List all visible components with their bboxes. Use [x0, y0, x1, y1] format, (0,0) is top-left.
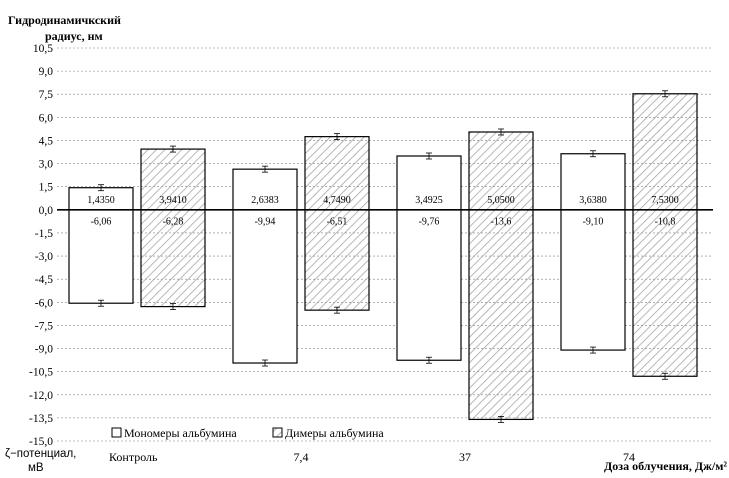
- bar-dimers: [632, 93, 698, 377]
- y-tick-label: 10,5: [33, 43, 53, 55]
- bar-monomers: [68, 187, 134, 304]
- radius-data-label: 3,9410: [159, 195, 187, 206]
- y-axis-title-line-1: Гидродинамичкский: [8, 13, 121, 27]
- y-tick-label: 0,0: [39, 205, 54, 217]
- zeta-data-label: -6,28: [163, 216, 184, 227]
- error-bars: [98, 90, 668, 423]
- y-tick-label: -4,5: [35, 274, 53, 286]
- radius-data-label: 3,6380: [579, 195, 607, 206]
- zeta-data-label: -9,10: [583, 216, 604, 227]
- y-tick-label: -6,0: [35, 297, 53, 309]
- y-tick-label: -9,0: [35, 344, 53, 356]
- y-tick-label: -3,0: [35, 251, 53, 263]
- y-tick-label: -10,5: [29, 367, 53, 379]
- zeta-data-label: -9,76: [419, 216, 440, 227]
- legend-swatch-dimers: [272, 427, 283, 438]
- category-label: Контроль: [109, 450, 158, 464]
- category-label: 7,4: [294, 450, 309, 464]
- radius-data-label: 3,4925: [415, 195, 443, 206]
- y-tick-labels: 10,5 9,0 7,5 6,0 4,5 3,0 1,5 0,0 -1,5 -3,0 -4,5 -6,…: [29, 43, 53, 448]
- zeta-data-label: -6,06: [91, 216, 112, 227]
- y-tick-label: -13,5: [29, 413, 53, 425]
- y-tick-label: -12,0: [29, 390, 53, 402]
- y-tick-label: 3,0: [39, 159, 54, 171]
- bar-dimers: [304, 136, 370, 311]
- bar-dimers: [468, 131, 534, 421]
- x-axis-title: Доза облучения, Дж/м²: [604, 459, 727, 473]
- legend: Мономеры альбумина Димеры альбумина: [111, 426, 384, 440]
- zeta-axis-title-line-2: мВ: [28, 462, 44, 474]
- y-tick-label: 4,5: [39, 135, 54, 147]
- legend-label-dimers: Димеры альбумина: [285, 426, 384, 440]
- y-axis-title-line-2: радиус, нм: [45, 29, 103, 43]
- category-label: 37: [459, 450, 471, 464]
- zeta-data-label: -6,51: [327, 216, 348, 227]
- data-labels: 1,4350 -6,06 3,9410 -6,28 2,6383 -9,94 4,7490 -…: [87, 195, 679, 228]
- zeta-data-label: -9,94: [255, 216, 276, 227]
- y-tick-label: 7,5: [39, 89, 54, 101]
- zeta-axis-title-line-1: ζ−потенциал,: [5, 448, 76, 460]
- y-tick-label: 6,0: [39, 112, 54, 124]
- category-labels: Контроль 7,4 37 74: [109, 450, 635, 464]
- radius-data-label: 1,4350: [87, 195, 115, 206]
- zeta-data-label: -13,6: [491, 216, 512, 227]
- y-tick-label: -15,0: [29, 436, 53, 448]
- y-tick-label: -1,5: [35, 228, 53, 240]
- bar-monomers: [232, 168, 298, 364]
- y-tick-label: -7,5: [35, 320, 53, 332]
- radius-data-label: 4,7490: [323, 195, 351, 206]
- radius-data-label: 2,6383: [251, 195, 279, 206]
- y-tick-label: 1,5: [39, 182, 54, 194]
- y-tick-label: 9,0: [39, 66, 54, 78]
- bar-monomers: [396, 155, 462, 361]
- bar-dimers: [140, 148, 206, 308]
- bar-monomers: [560, 153, 626, 351]
- bars: [68, 93, 698, 421]
- zeta-data-label: -10,8: [655, 216, 676, 227]
- legend-label-monomers: Мономеры альбумина: [124, 426, 237, 440]
- radius-data-label: 7,5300: [651, 195, 679, 206]
- radius-data-label: 5,0500: [487, 195, 515, 206]
- category-label: 74: [623, 450, 635, 464]
- legend-swatch-monomers: [111, 427, 122, 438]
